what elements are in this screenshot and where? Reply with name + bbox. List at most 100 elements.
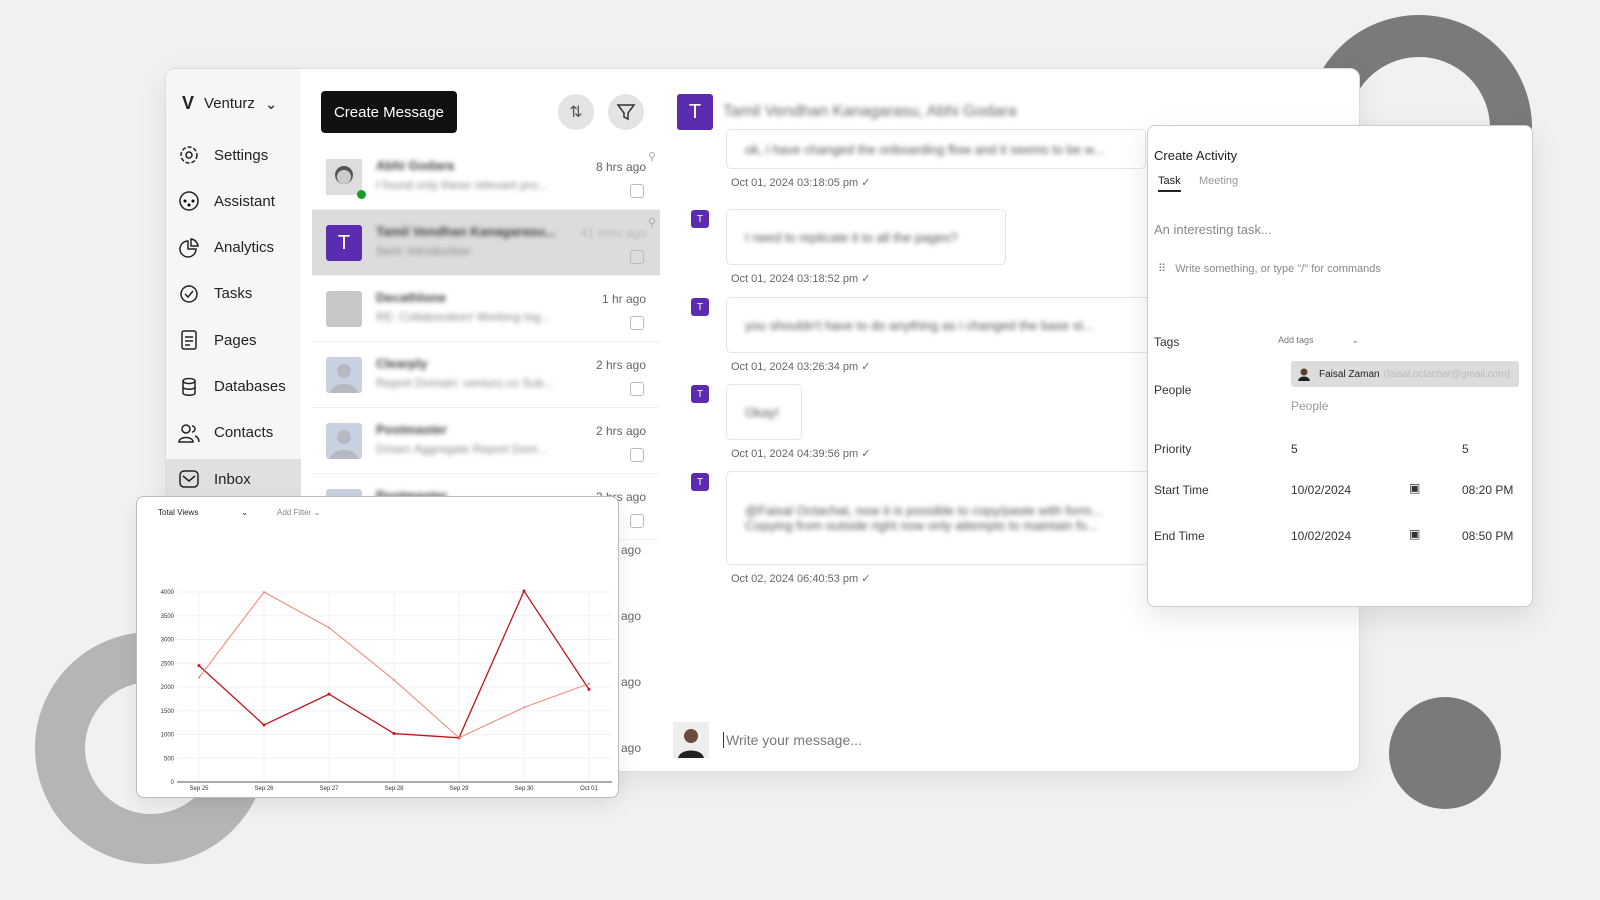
start-time-input[interactable]: 08:20 PM bbox=[1462, 483, 1514, 497]
x-tick-label: Oct 01 bbox=[580, 786, 598, 792]
sidebar-item-inbox[interactable]: Inbox bbox=[166, 459, 301, 500]
y-tick-label: 0 bbox=[171, 780, 175, 786]
chevron-down-icon: ⌄ bbox=[241, 508, 248, 517]
end-time-input[interactable]: 08:50 PM bbox=[1462, 529, 1514, 543]
sidebar-item-assistant[interactable]: Assistant bbox=[166, 181, 301, 221]
avatar bbox=[326, 357, 362, 393]
y-tick-label: 3500 bbox=[161, 614, 175, 620]
sender-avatar: T bbox=[691, 385, 709, 403]
data-point[interactable] bbox=[523, 706, 525, 709]
avatar bbox=[326, 423, 362, 459]
metric-select[interactable]: Total Views ⌄ bbox=[158, 508, 248, 517]
data-point[interactable] bbox=[263, 591, 265, 593]
calendar-icon[interactable]: ▣ bbox=[1409, 481, 1421, 495]
create-message-button[interactable]: Create Message bbox=[321, 91, 457, 133]
sort-icon: ⇅ bbox=[569, 104, 583, 121]
message-timestamp: Oct 01, 2024 03:18:05 pm ✓ bbox=[731, 177, 871, 189]
task-body-input[interactable]: ⠿ Write something, or type "/" for comma… bbox=[1158, 263, 1381, 275]
sidebar-item-pages[interactable]: Pages bbox=[166, 320, 301, 360]
start-date-input[interactable]: 10/02/2024 bbox=[1291, 483, 1352, 497]
conversation-time: 1 hr ago bbox=[601, 292, 646, 306]
read-check-icon: ✓ bbox=[861, 361, 871, 373]
pin-icon[interactable]: ⚲ bbox=[647, 151, 656, 163]
x-tick-label: Sep 28 bbox=[384, 786, 404, 792]
priority-label: Priority bbox=[1154, 442, 1192, 456]
assistant-icon bbox=[179, 191, 199, 212]
end-time-label: End Time bbox=[1154, 529, 1205, 543]
person-chip[interactable]: Faisal Zaman (faisal.octachat@gmail.com) bbox=[1291, 361, 1519, 387]
data-point[interactable] bbox=[522, 589, 526, 593]
y-tick-label: 500 bbox=[164, 756, 175, 762]
task-title-input[interactable]: An interesting task... bbox=[1154, 222, 1272, 237]
sidebar-item-contacts[interactable]: Contacts bbox=[166, 413, 301, 453]
tags-select[interactable]: Add tags ⌄ bbox=[1278, 335, 1360, 345]
filter-icon bbox=[616, 104, 636, 121]
message-input[interactable]: Write your message... bbox=[723, 732, 1123, 748]
conversation-row[interactable]: Abhi Godara I found only these relevant p… bbox=[312, 144, 660, 210]
chevron-down-icon: ⌄ bbox=[264, 95, 278, 113]
message-timestamp: Oct 01, 2024 04:39:56 pm ✓ bbox=[731, 448, 871, 460]
message-bubble: ok, i have changed the onboarding flow a… bbox=[726, 129, 1146, 169]
mail-icon bbox=[630, 514, 644, 528]
tab-meeting[interactable]: Meeting bbox=[1199, 175, 1239, 187]
tags-label: Tags bbox=[1154, 335, 1180, 349]
data-point[interactable] bbox=[197, 664, 201, 668]
conversation-row[interactable]: Clearply Report Domain: venturz.co Sub...… bbox=[312, 342, 660, 408]
end-date-input[interactable]: 10/02/2024 bbox=[1291, 529, 1352, 543]
priority-value[interactable]: 5 bbox=[1291, 442, 1298, 456]
conversation-preview: Sent: Introduction bbox=[376, 244, 471, 258]
data-point[interactable] bbox=[587, 687, 591, 691]
conversation-time: 41 mins ago bbox=[580, 226, 646, 240]
mail-icon bbox=[630, 382, 644, 396]
priority-value-secondary[interactable]: 5 bbox=[1462, 442, 1469, 456]
start-time-label: Start Time bbox=[1154, 483, 1209, 497]
people-label: People bbox=[1154, 383, 1192, 397]
sidebar-item-label: Assistant bbox=[214, 192, 275, 210]
message-timestamp: Oct 01, 2024 03:18:52 pm ✓ bbox=[731, 273, 871, 285]
data-point[interactable] bbox=[458, 736, 460, 739]
inbox-icon bbox=[179, 470, 199, 488]
y-tick-label: 3000 bbox=[161, 638, 175, 644]
sidebar-item-analytics[interactable]: Analytics bbox=[166, 228, 301, 268]
workspace-switcher[interactable]: V Venturz ⌄ bbox=[182, 93, 277, 114]
sidebar-item-tasks[interactable]: Tasks bbox=[166, 274, 301, 314]
tab-task[interactable]: Task bbox=[1158, 175, 1181, 192]
pie-chart-icon bbox=[179, 237, 199, 258]
data-point[interactable] bbox=[327, 692, 331, 696]
sidebar-item-label: Tasks bbox=[214, 285, 253, 303]
y-tick-label: 1000 bbox=[161, 733, 175, 739]
people-input[interactable]: People bbox=[1291, 399, 1329, 413]
conversation-time: 2 hrs ago bbox=[595, 424, 646, 438]
read-check-icon: ✓ bbox=[861, 573, 871, 585]
read-check-icon: ✓ bbox=[861, 448, 871, 460]
add-filter-select[interactable]: Add Filter ⌄ bbox=[277, 508, 321, 517]
contacts-icon bbox=[178, 424, 200, 443]
calendar-icon[interactable]: ▣ bbox=[1409, 527, 1421, 541]
conversation-row[interactable]: Postmaster Dmarc Aggregate Report Dom... 2… bbox=[312, 408, 660, 474]
data-point[interactable] bbox=[393, 678, 395, 681]
conversation-row[interactable]: T Tamil Vendhan Kanagarasu... Sent: Introd… bbox=[312, 210, 660, 276]
composer: Write your message... bbox=[673, 722, 1123, 758]
data-point[interactable] bbox=[392, 732, 396, 736]
page-icon bbox=[181, 330, 197, 350]
sidebar-item-settings[interactable]: Settings bbox=[166, 135, 301, 175]
data-point[interactable] bbox=[588, 682, 590, 685]
sidebar-item-databases[interactable]: Databases bbox=[166, 367, 301, 407]
panel-title: Create Activity bbox=[1154, 148, 1238, 163]
mail-icon bbox=[630, 316, 644, 330]
filter-button[interactable] bbox=[608, 94, 644, 130]
read-check-icon: ✓ bbox=[861, 273, 871, 285]
sender-avatar: T bbox=[691, 298, 709, 316]
chevron-down-icon: ⌄ bbox=[1351, 335, 1360, 345]
pin-icon[interactable]: ⚲ bbox=[647, 217, 656, 229]
sidebar-item-label: Contacts bbox=[214, 424, 274, 442]
data-point[interactable] bbox=[262, 723, 266, 727]
data-point[interactable] bbox=[328, 626, 330, 629]
conversation-row[interactable]: Decathlone RE: Collaboration! Working tog… bbox=[312, 276, 660, 342]
y-tick-label: 2500 bbox=[161, 661, 175, 667]
database-icon bbox=[182, 377, 196, 396]
data-point[interactable] bbox=[198, 676, 200, 679]
sort-button[interactable]: ⇅ bbox=[558, 94, 594, 130]
mail-icon bbox=[630, 448, 644, 462]
message-bubble: I need to replicate it to all the pages? bbox=[726, 209, 1006, 265]
